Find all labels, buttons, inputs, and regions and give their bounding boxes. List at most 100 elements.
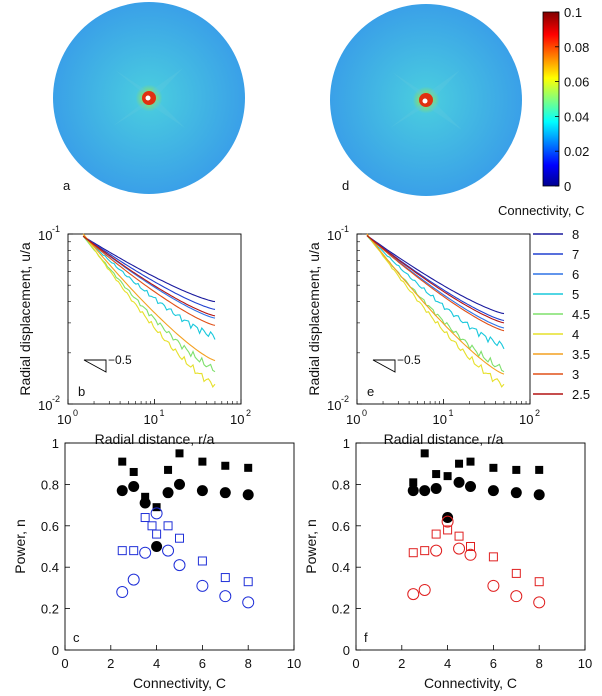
marker-filled-circle xyxy=(465,480,476,492)
colorbar-gradient xyxy=(542,11,560,187)
x-tick-exponent: 1 xyxy=(160,408,165,418)
legend-label-6: 6 xyxy=(572,267,579,282)
series-line-4 xyxy=(82,233,216,388)
marker-open-square xyxy=(534,577,544,587)
map-d-hole xyxy=(422,98,428,104)
y-tick-label: 0.2 xyxy=(332,602,350,617)
colorbar-tick-label: 0.08 xyxy=(564,40,589,55)
x-tick-label: 6 xyxy=(199,656,206,671)
y-axis-label: Power, n xyxy=(12,519,28,573)
marker-filled-circle xyxy=(242,489,254,501)
colorbar: 0.1 0.08 0.06 0.04 0.02 0 Connectivity, C xyxy=(498,5,589,218)
map-a-hole xyxy=(145,95,151,101)
y-tick-label: 0.8 xyxy=(332,477,350,492)
marker-open-square xyxy=(243,577,253,587)
x-tick-label: 10 xyxy=(346,412,360,427)
panel-label: c xyxy=(73,630,80,645)
marker-open-circle xyxy=(196,579,209,592)
marker-filled-circle xyxy=(430,483,442,495)
plot-frame xyxy=(356,233,531,405)
marker-open-circle xyxy=(510,590,523,603)
y-tick-label: 0.4 xyxy=(332,560,350,575)
legend-label-8: 8 xyxy=(572,227,579,242)
marker-open-circle xyxy=(407,588,420,601)
colorbar-tick-label: 0.04 xyxy=(564,109,589,124)
marker-open-square xyxy=(420,546,430,556)
panel-d: d xyxy=(330,4,522,196)
marker-open-circle xyxy=(116,586,129,599)
marker-filled-circle xyxy=(116,485,128,497)
y-axis-label: Radial displacement, u/a xyxy=(306,242,322,396)
y-tick-label: 1 xyxy=(52,436,59,451)
slope-label: −0.5 xyxy=(108,353,132,367)
marker-filled-square xyxy=(455,459,464,468)
legend-label-4.5: 4.5 xyxy=(572,307,590,322)
marker-open-square xyxy=(197,556,207,566)
y-tick-label: 10 xyxy=(327,398,341,413)
plot-frame xyxy=(64,442,295,651)
x-tick-label: 8 xyxy=(245,656,252,671)
marker-open-circle xyxy=(430,544,443,557)
marker-open-square xyxy=(129,546,139,556)
marker-filled-square xyxy=(175,449,184,458)
marker-open-square xyxy=(443,525,453,535)
colorbar-label: Connectivity, C xyxy=(498,203,584,218)
marker-open-circle xyxy=(533,596,546,609)
y-tick-label: 0 xyxy=(52,643,59,658)
marker-open-square xyxy=(163,521,173,531)
marker-filled-square xyxy=(489,463,498,472)
x-tick-label: 4 xyxy=(153,656,160,671)
series-line-7 xyxy=(82,235,216,310)
marker-filled-circle xyxy=(128,480,140,492)
marker-filled-square xyxy=(221,461,230,470)
colorbar-tick-label: 0.1 xyxy=(564,5,582,20)
x-tick-label: 2 xyxy=(398,656,405,671)
y-axis-label: Power, n xyxy=(303,519,319,573)
y-tick-label: 0.6 xyxy=(332,519,350,534)
marker-filled-circle xyxy=(407,485,419,497)
marker-filled-square xyxy=(432,470,441,479)
panel-label: f xyxy=(364,630,368,645)
y-axis-label: Radial displacement, u/a xyxy=(17,242,33,396)
series-line-5 xyxy=(82,235,216,340)
marker-filled-circle xyxy=(453,476,465,488)
x-tick-label: 6 xyxy=(490,656,497,671)
marker-filled-square xyxy=(129,467,138,476)
legend-label-4: 4 xyxy=(572,327,579,342)
marker-open-circle xyxy=(219,590,232,603)
marker-filled-circle xyxy=(510,487,522,499)
marker-filled-circle xyxy=(442,512,454,524)
x-tick-label: 10 xyxy=(144,412,158,427)
marker-filled-square xyxy=(198,457,207,466)
legend-label-3.5: 3.5 xyxy=(572,347,590,362)
x-axis-label: Radial distance, r/a xyxy=(95,431,215,447)
marker-open-circle xyxy=(173,559,186,572)
marker-filled-square xyxy=(118,457,127,466)
series-line-3.5 xyxy=(82,233,216,362)
colorbar-tick-label: 0.02 xyxy=(564,144,589,159)
y-tick-label: 0.8 xyxy=(41,477,59,492)
x-tick-label: 0 xyxy=(352,656,359,671)
marker-filled-circle xyxy=(419,485,431,497)
marker-open-circle xyxy=(453,542,466,555)
legend-label-2.5: 2.5 xyxy=(572,387,590,402)
marker-open-square xyxy=(454,531,464,541)
x-tick-exponent: 1 xyxy=(449,408,454,418)
marker-filled-square xyxy=(409,478,418,487)
panel-a-label: a xyxy=(63,178,71,193)
series-line-3 xyxy=(366,235,505,332)
marker-filled-square xyxy=(152,503,161,512)
y-tick-label: 0 xyxy=(343,643,350,658)
colorbar-tick-label: 0.06 xyxy=(564,75,589,90)
marker-filled-circle xyxy=(196,485,208,497)
marker-filled-circle xyxy=(151,541,163,552)
marker-open-square xyxy=(431,529,441,539)
x-axis-label: Radial distance, r/a xyxy=(384,431,504,447)
marker-filled-square xyxy=(466,457,475,466)
y-tick-label: 1 xyxy=(343,436,350,451)
x-axis-label: Connectivity, C xyxy=(133,675,226,691)
y-tick-exponent: -2 xyxy=(341,394,349,404)
marker-open-circle xyxy=(464,548,477,561)
marker-open-square xyxy=(117,546,127,556)
